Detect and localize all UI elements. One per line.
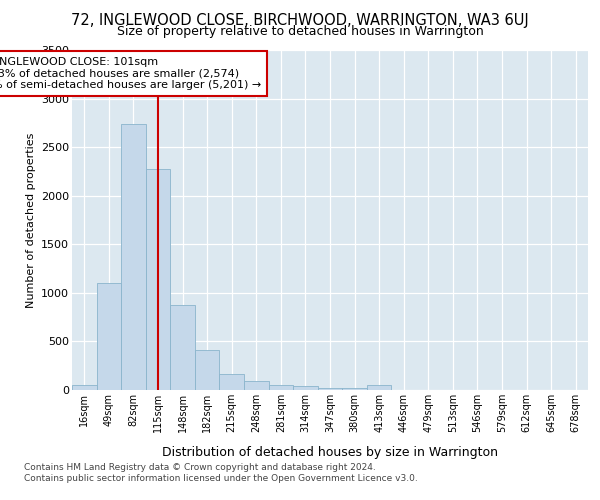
Bar — [244, 381, 269, 390]
Bar — [195, 350, 220, 390]
Text: Contains HM Land Registry data © Crown copyright and database right 2024.: Contains HM Land Registry data © Crown c… — [24, 462, 376, 471]
Bar — [220, 374, 244, 390]
Bar — [293, 386, 318, 390]
Text: 72, INGLEWOOD CLOSE, BIRCHWOOD, WARRINGTON, WA3 6UJ: 72, INGLEWOOD CLOSE, BIRCHWOOD, WARRINGT… — [71, 12, 529, 28]
Y-axis label: Number of detached properties: Number of detached properties — [26, 132, 35, 308]
Text: Contains public sector information licensed under the Open Government Licence v3: Contains public sector information licen… — [24, 474, 418, 483]
Bar — [170, 304, 195, 390]
Bar — [318, 388, 342, 390]
Bar — [121, 124, 146, 390]
Bar — [72, 385, 97, 390]
Text: 72 INGLEWOOD CLOSE: 101sqm
← 33% of detached houses are smaller (2,574)
66% of s: 72 INGLEWOOD CLOSE: 101sqm ← 33% of deta… — [0, 57, 262, 90]
X-axis label: Distribution of detached houses by size in Warrington: Distribution of detached houses by size … — [162, 446, 498, 459]
Text: Size of property relative to detached houses in Warrington: Size of property relative to detached ho… — [116, 25, 484, 38]
Bar — [97, 283, 121, 390]
Bar — [146, 168, 170, 390]
Bar — [269, 384, 293, 390]
Bar — [342, 388, 367, 390]
Bar — [367, 385, 391, 390]
